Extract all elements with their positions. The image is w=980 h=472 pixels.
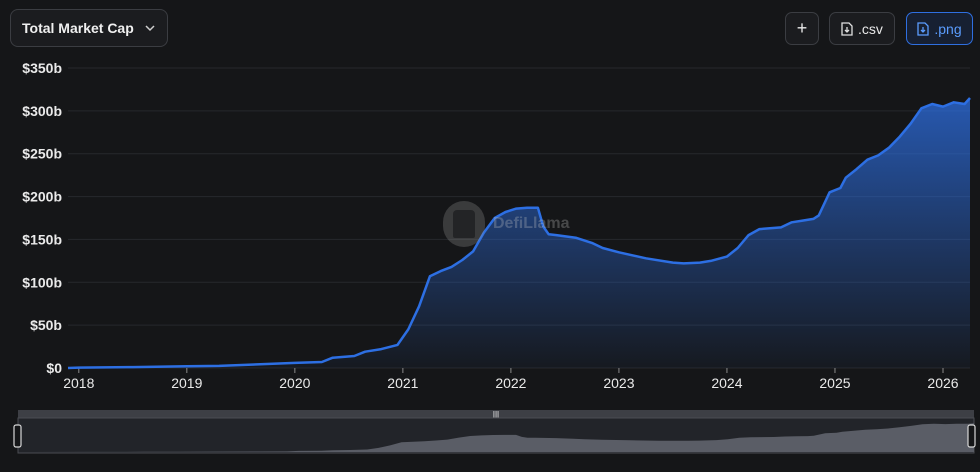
x-tick-label: 2021 [387, 375, 418, 391]
x-tick-label: 2020 [279, 375, 310, 391]
y-tick-label: $50b [30, 317, 62, 333]
watermark-text: DefiLlama [493, 215, 570, 232]
download-png-button[interactable]: .png [906, 12, 973, 45]
x-tick-label: 2018 [63, 375, 94, 391]
y-tick-label: $300b [22, 103, 62, 119]
x-tick-label: 2024 [711, 375, 742, 391]
y-tick-label: $0 [46, 360, 62, 376]
y-tick-label: $200b [22, 189, 62, 205]
y-tick-label: $250b [22, 146, 62, 162]
x-tick-label: 2022 [495, 375, 526, 391]
x-tick-label: 2023 [603, 375, 634, 391]
brush-grip-icon[interactable]: ||| [493, 410, 499, 419]
series-line [67, 97, 971, 370]
brush-top-bar[interactable] [18, 410, 974, 418]
x-tick-label: 2025 [819, 375, 850, 391]
brush-preview-area [18, 423, 974, 452]
download-csv-button[interactable]: .csv [829, 12, 895, 45]
y-tick-label: $350b [22, 60, 62, 76]
metric-selector[interactable]: Total Market Cap [10, 9, 168, 47]
x-tick-label: 2026 [927, 375, 958, 391]
csv-label: .csv [858, 20, 883, 37]
file-download-icon [917, 21, 930, 36]
brush-right-handle[interactable] [967, 424, 976, 448]
png-label: .png [934, 20, 962, 37]
brush-left-handle[interactable] [13, 424, 22, 448]
y-tick-label: $150b [22, 231, 62, 247]
area-fill [68, 98, 970, 368]
plus-icon: + [796, 18, 808, 38]
metric-label: Total Market Cap [22, 20, 134, 36]
defillama-watermark: DefiLlama [443, 201, 569, 247]
chevron-down-icon [145, 25, 155, 32]
file-download-icon [841, 21, 853, 36]
llama-logo [443, 201, 485, 247]
x-tick-label: 2019 [171, 375, 202, 391]
add-metric-button[interactable]: + [785, 12, 819, 45]
y-tick-label: $100b [22, 274, 62, 290]
